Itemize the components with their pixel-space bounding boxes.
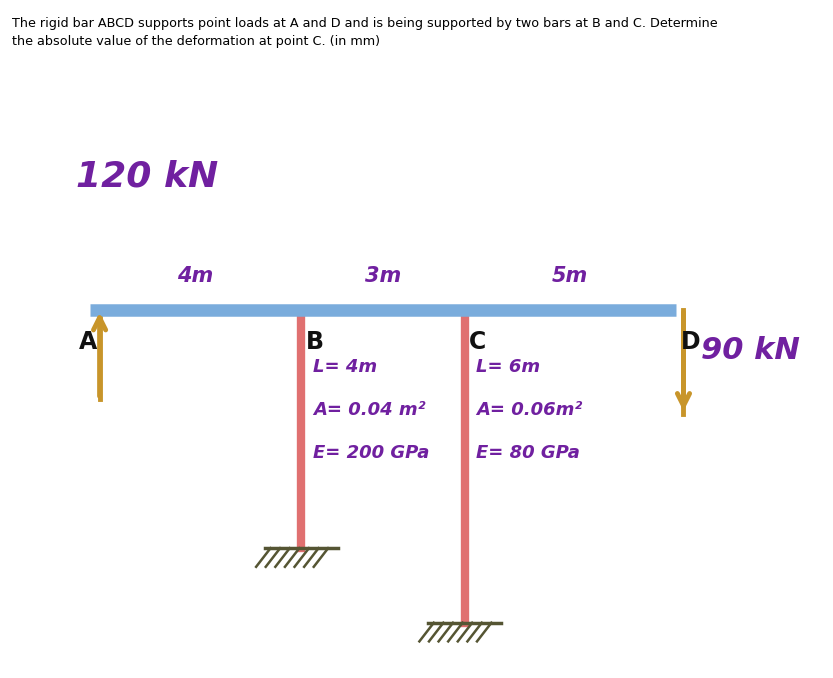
Text: A: A — [78, 330, 97, 355]
Text: E= 200 GPa: E= 200 GPa — [312, 445, 429, 462]
Text: C: C — [469, 330, 486, 355]
Text: A= 0.04 m²: A= 0.04 m² — [312, 401, 426, 419]
Text: the absolute value of the deformation at point C. (in mm): the absolute value of the deformation at… — [12, 35, 381, 48]
Text: L= 6m: L= 6m — [476, 358, 540, 376]
Text: B: B — [306, 330, 324, 355]
Text: 120 kN: 120 kN — [76, 160, 217, 194]
Text: A= 0.06m²: A= 0.06m² — [476, 401, 582, 419]
Text: L= 4m: L= 4m — [312, 358, 377, 376]
Text: 3m: 3m — [365, 266, 401, 285]
Text: E= 80 GPa: E= 80 GPa — [476, 445, 580, 462]
Text: The rigid bar ABCD supports point loads at A and D and is being supported by two: The rigid bar ABCD supports point loads … — [12, 17, 718, 30]
Text: 4m: 4m — [177, 266, 214, 285]
Text: D: D — [681, 330, 701, 355]
Text: 5m: 5m — [552, 266, 588, 285]
Text: 90 kN: 90 kN — [701, 336, 800, 365]
